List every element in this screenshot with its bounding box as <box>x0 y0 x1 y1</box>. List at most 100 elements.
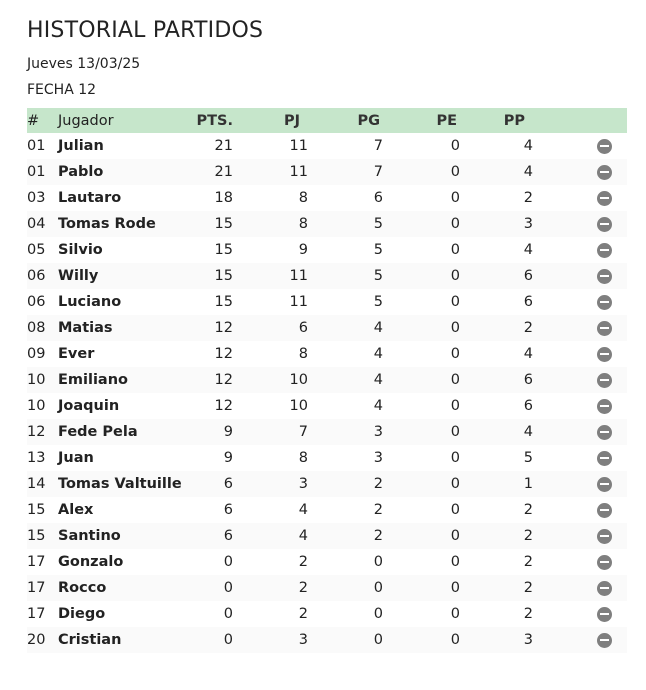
minus-circle-icon[interactable] <box>597 398 612 414</box>
minus-circle-icon[interactable] <box>597 268 612 284</box>
minus-circle-icon[interactable] <box>597 580 612 596</box>
cell-pp: 3 <box>523 632 533 648</box>
cell-pp: 6 <box>523 294 533 310</box>
standings-table: # Jugador PTS. PJ PG PE PP 01 Julian 21 11 7… <box>27 108 627 653</box>
minus-circle-icon[interactable] <box>597 242 612 258</box>
minus-circle-icon[interactable] <box>597 372 612 388</box>
minus-circle-icon[interactable] <box>597 320 612 336</box>
standings-body: 01 Julian 21 11 7 0 4 01 Pablo 21 11 7 0 4 03 Lautaro 18… <box>27 133 627 653</box>
cell-name: Diego <box>58 606 106 622</box>
minus-circle-icon[interactable] <box>597 476 612 492</box>
cell-pos: 12 <box>27 424 46 440</box>
cell-pg: 7 <box>373 138 383 154</box>
cell-pts: 0 <box>223 632 233 648</box>
cell-action <box>533 393 627 419</box>
cell-pe: 0 <box>450 190 460 206</box>
cell-pp: 4 <box>523 138 533 154</box>
cell-pp: 2 <box>523 554 533 570</box>
cell-pg: 2 <box>373 476 383 492</box>
table-row: 05 Silvio 15 9 5 0 4 <box>27 237 627 263</box>
cell-pj: 8 <box>298 346 308 362</box>
cell-pg: 3 <box>373 450 383 466</box>
cell-pe: 0 <box>450 528 460 544</box>
cell-pj: 4 <box>298 528 308 544</box>
minus-circle-icon[interactable] <box>597 190 612 206</box>
cell-pe: 0 <box>450 138 460 154</box>
cell-pts: 21 <box>214 164 233 180</box>
minus-circle-icon[interactable] <box>597 632 612 648</box>
cell-action <box>533 523 627 549</box>
cell-pp: 6 <box>523 398 533 414</box>
cell-pp: 2 <box>523 190 533 206</box>
cell-pe: 0 <box>450 372 460 388</box>
table-row: 17 Gonzalo 0 2 0 0 2 <box>27 549 627 575</box>
minus-circle-icon[interactable] <box>597 346 612 362</box>
minus-circle-icon[interactable] <box>597 554 612 570</box>
fecha-line: FECHA 12 <box>27 82 97 98</box>
table-row: 14 Tomas Valtuille 6 3 2 0 1 <box>27 471 627 497</box>
cell-pts: 12 <box>214 320 233 336</box>
cell-name: Matias <box>58 320 113 336</box>
table-row: 01 Pablo 21 11 7 0 4 <box>27 159 627 185</box>
cell-pos: 20 <box>27 632 46 648</box>
cell-pos: 01 <box>27 138 46 154</box>
cell-pos: 15 <box>27 502 46 518</box>
minus-circle-icon[interactable] <box>597 294 612 310</box>
cell-action <box>533 419 627 445</box>
cell-name: Cristian <box>58 632 122 648</box>
cell-name: Willy <box>58 268 99 284</box>
cell-pg: 5 <box>373 268 383 284</box>
minus-circle-icon[interactable] <box>597 606 612 622</box>
minus-circle-icon[interactable] <box>597 424 612 440</box>
cell-pg: 0 <box>373 580 383 596</box>
minus-circle-icon[interactable] <box>597 138 612 154</box>
cell-pp: 2 <box>523 528 533 544</box>
cell-pj: 7 <box>298 424 308 440</box>
cell-pj: 10 <box>289 372 308 388</box>
minus-circle-icon[interactable] <box>597 164 612 180</box>
minus-circle-icon[interactable] <box>597 528 612 544</box>
cell-name: Ever <box>58 346 95 362</box>
cell-pos: 13 <box>27 450 46 466</box>
cell-name: Julian <box>58 138 104 154</box>
cell-pe: 0 <box>450 294 460 310</box>
cell-pp: 6 <box>523 268 533 284</box>
cell-pe: 0 <box>450 268 460 284</box>
table-row: 13 Juan 9 8 3 0 5 <box>27 445 627 471</box>
header-name: Jugador <box>58 112 114 129</box>
cell-action <box>533 367 627 393</box>
cell-pj: 4 <box>298 502 308 518</box>
cell-pp: 2 <box>523 606 533 622</box>
cell-pts: 15 <box>214 242 233 258</box>
cell-pos: 01 <box>27 164 46 180</box>
cell-pp: 4 <box>523 164 533 180</box>
cell-pg: 3 <box>373 424 383 440</box>
cell-pts: 9 <box>223 424 233 440</box>
cell-pj: 11 <box>289 268 308 284</box>
table-row: 06 Willy 15 11 5 0 6 <box>27 263 627 289</box>
table-row: 01 Julian 21 11 7 0 4 <box>27 133 627 159</box>
header-actions <box>533 108 627 133</box>
cell-pp: 4 <box>523 424 533 440</box>
cell-pj: 2 <box>298 580 308 596</box>
cell-action <box>533 601 627 627</box>
cell-pts: 21 <box>214 138 233 154</box>
cell-action <box>533 497 627 523</box>
cell-pg: 2 <box>373 502 383 518</box>
cell-pe: 0 <box>450 450 460 466</box>
header-pts: PTS. <box>196 112 233 129</box>
cell-pe: 0 <box>450 502 460 518</box>
cell-name: Lautaro <box>58 190 122 206</box>
cell-action <box>533 471 627 497</box>
cell-pe: 0 <box>450 424 460 440</box>
cell-pos: 08 <box>27 320 46 336</box>
cell-name: Emiliano <box>58 372 128 388</box>
cell-name: Gonzalo <box>58 554 124 570</box>
minus-circle-icon[interactable] <box>597 502 612 518</box>
cell-pe: 0 <box>450 164 460 180</box>
cell-name: Rocco <box>58 580 107 596</box>
minus-circle-icon[interactable] <box>597 450 612 466</box>
minus-circle-icon[interactable] <box>597 216 612 232</box>
cell-pj: 11 <box>289 294 308 310</box>
cell-action <box>533 159 627 185</box>
